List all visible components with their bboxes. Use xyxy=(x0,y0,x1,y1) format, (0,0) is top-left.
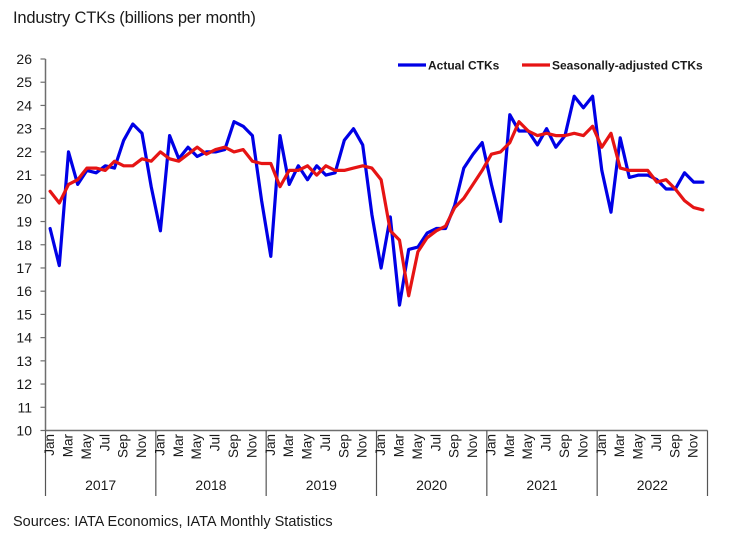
y-tick-label: 23 xyxy=(16,121,32,137)
y-tick-label: 12 xyxy=(16,376,32,392)
x-month-label: Jul xyxy=(97,434,112,451)
series-lines xyxy=(48,94,705,307)
x-year-label: 2017 xyxy=(85,477,116,493)
y-tick-label: 18 xyxy=(16,237,32,253)
legend-item-seasonally-adjusted: Seasonally-adjusted CTKs xyxy=(522,59,703,73)
x-month-label: May xyxy=(410,434,425,460)
seasonally-adjusted-ctks-line xyxy=(48,120,705,298)
x-month-label: Mar xyxy=(391,433,406,457)
x-month-label: Nov xyxy=(465,434,480,458)
y-tick-label: 24 xyxy=(16,97,32,113)
x-month-label: Mar xyxy=(502,433,517,457)
y-tick-label: 22 xyxy=(16,144,32,160)
legend-label: Actual CTKs xyxy=(428,59,500,73)
x-month-label: Nov xyxy=(355,434,370,458)
x-month-label: Mar xyxy=(60,433,75,457)
y-tick-label: 21 xyxy=(16,167,32,183)
y-tick-label: 17 xyxy=(16,260,32,276)
x-month-label: May xyxy=(189,434,204,460)
x-month-label: Nov xyxy=(575,434,590,458)
x-month-label: May xyxy=(520,434,535,460)
x-month-label: Jan xyxy=(263,434,278,456)
x-year-label: 2021 xyxy=(526,477,557,493)
y-tick-label: 15 xyxy=(16,306,32,322)
chart-title: Industry CTKs (billions per month) xyxy=(13,9,256,27)
x-month-label: Jul xyxy=(539,434,554,451)
y-tick-label: 26 xyxy=(16,51,32,67)
x-month-label: Jul xyxy=(649,434,664,451)
y-tick-label: 10 xyxy=(16,423,32,439)
x-month-label: Sep xyxy=(667,434,682,458)
x-month-label: Jan xyxy=(373,434,388,456)
x-month-label: Mar xyxy=(281,433,296,457)
x-month-label: Sep xyxy=(116,434,131,458)
x-month-label: Nov xyxy=(244,434,259,458)
x-month-label: Jul xyxy=(318,434,333,451)
x-month-label: Mar xyxy=(171,433,186,457)
x-year-label: 2022 xyxy=(637,477,668,493)
x-month-label: Jul xyxy=(428,434,443,451)
x-month-label: Sep xyxy=(336,434,351,458)
y-tick-label: 20 xyxy=(16,190,32,206)
y-tick-label: 11 xyxy=(17,399,32,415)
x-year-label: 2019 xyxy=(306,477,337,493)
y-tick-label: 25 xyxy=(16,74,32,90)
x-year-label: 2018 xyxy=(195,477,226,493)
x-month-label: Sep xyxy=(557,434,572,458)
x-month-label: Sep xyxy=(226,434,241,458)
x-month-label: May xyxy=(79,434,94,460)
y-axis-ticks: 10 11 12 13 14 15 16 17 18 19 20 21 22 23 24 25 26 xyxy=(16,51,46,439)
x-month-label: Mar xyxy=(612,433,627,457)
x-month-label: Sep xyxy=(447,434,462,458)
y-tick-label: 16 xyxy=(16,283,32,299)
source-note: Sources: IATA Economics, IATA Monthly St… xyxy=(13,514,333,530)
x-month-label: Nov xyxy=(686,434,701,458)
y-tick-label: 14 xyxy=(16,330,32,346)
legend-item-actual: Actual CTKs xyxy=(398,59,500,73)
x-month-label: Nov xyxy=(134,434,149,458)
x-month-label: Jan xyxy=(42,434,57,456)
x-month-label: Jan xyxy=(483,434,498,456)
x-month-label: Jul xyxy=(208,434,223,451)
legend: Actual CTKs Seasonally-adjusted CTKs xyxy=(398,59,703,73)
x-month-label: Jan xyxy=(594,434,609,456)
y-tick-label: 19 xyxy=(16,214,32,230)
actual-ctks-line xyxy=(48,94,705,307)
x-year-label: 2020 xyxy=(416,477,447,493)
legend-label: Seasonally-adjusted CTKs xyxy=(552,59,703,73)
x-month-label: May xyxy=(300,434,315,460)
y-tick-label: 13 xyxy=(16,353,32,369)
x-month-label: Jan xyxy=(152,434,167,456)
x-month-label: May xyxy=(631,434,646,460)
